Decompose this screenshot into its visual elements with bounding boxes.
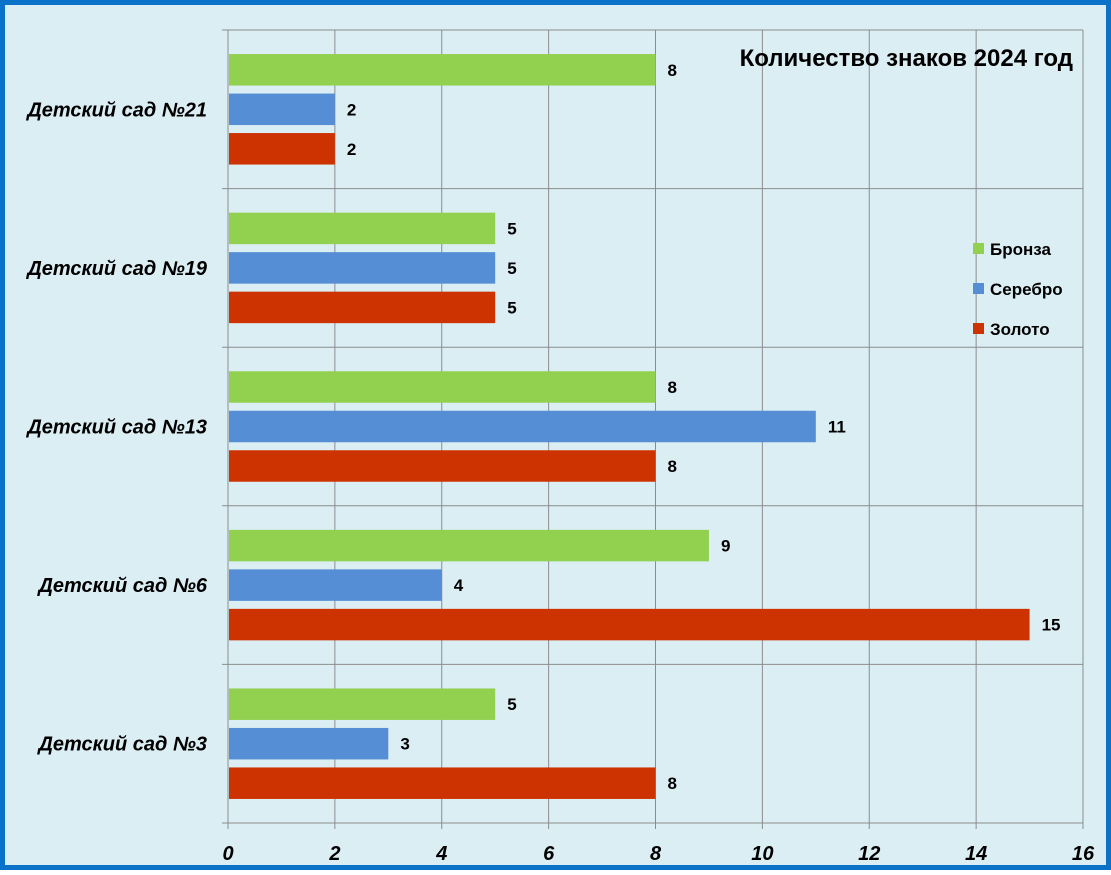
data-label: 8	[668, 61, 677, 80]
bar	[229, 608, 1030, 641]
data-label: 3	[400, 735, 409, 754]
x-tick-label: 8	[650, 843, 662, 865]
category-label: Детский сад №19	[25, 258, 208, 280]
bar	[229, 450, 656, 482]
data-label: 4	[454, 576, 464, 595]
category-label: Детский сад №21	[25, 99, 207, 121]
data-label: 5	[507, 259, 516, 278]
bar	[229, 371, 656, 403]
legend: Бронза Серебро Золото	[973, 240, 1063, 339]
data-label: 15	[1042, 616, 1061, 635]
legend-label: Бронза	[990, 240, 1051, 259]
bar	[229, 529, 709, 562]
data-label: 9	[721, 537, 730, 556]
data-label: 5	[507, 298, 516, 317]
bar	[229, 252, 496, 284]
bar	[229, 93, 335, 126]
bars-layer	[229, 54, 1030, 799]
x-tick-label: 16	[1072, 843, 1095, 865]
data-label: 8	[668, 774, 677, 793]
x-tick-label: 2	[328, 843, 340, 865]
data-label: 2	[347, 140, 356, 159]
x-tick-label: 0	[222, 843, 233, 865]
data-label: 11	[828, 418, 846, 437]
data-label: 5	[507, 695, 516, 714]
category-label: Детский сад №13	[25, 417, 207, 439]
bar	[229, 688, 496, 720]
category-label: Детский сад №3	[36, 734, 207, 756]
x-tick-label: 10	[751, 843, 773, 865]
bar	[229, 212, 496, 245]
legend-label: Серебро	[990, 280, 1063, 299]
bar	[229, 767, 656, 799]
x-tick-label: 4	[435, 843, 447, 865]
x-tick-label: 6	[543, 843, 555, 865]
category-label: Детский сад №6	[36, 575, 207, 597]
labels-layer: 0 2 4 6 8 10 12 14 16 Детский сад №21 8 2 2 Детский с…	[25, 61, 1095, 865]
x-tick-label: 14	[965, 843, 987, 865]
bar	[229, 569, 442, 601]
data-label: 5	[507, 219, 516, 238]
legend-swatch	[973, 243, 984, 254]
legend-swatch	[973, 283, 984, 294]
bar	[229, 133, 335, 165]
x-tick-label: 12	[858, 843, 880, 865]
data-label: 8	[668, 378, 677, 397]
legend-label: Золото	[990, 320, 1050, 339]
bar	[229, 727, 389, 760]
data-label: 8	[668, 457, 677, 476]
legend-swatch	[973, 323, 984, 334]
bar-chart: 0 2 4 6 8 10 12 14 16 Детский сад №21 8 2 2 Детский с…	[25, 29, 1095, 865]
bar	[229, 291, 496, 324]
data-label: 2	[347, 100, 356, 119]
chart-title: Количество знаков 2024 год	[740, 45, 1073, 72]
bar	[229, 410, 816, 443]
bar	[229, 54, 656, 86]
